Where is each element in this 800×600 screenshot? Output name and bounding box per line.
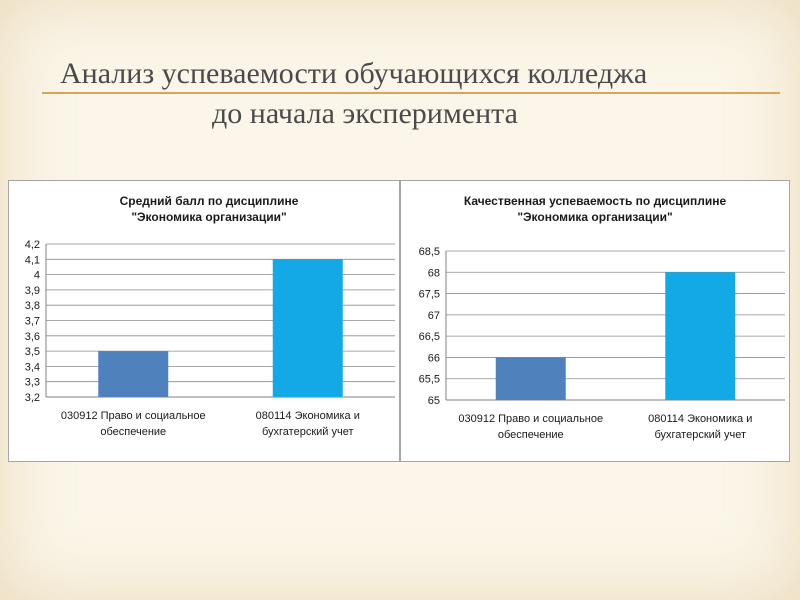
category-label: 030912 Право и социальное xyxy=(458,413,603,425)
bar xyxy=(98,351,169,397)
category-label: бухгатерский учет xyxy=(654,429,746,441)
quality-performance-chart-svg: Качественная успеваемость по дисциплине "… xyxy=(419,194,785,441)
chart-title-line: Средний балл по дисциплине xyxy=(120,194,299,208)
category-label: 080114 Экономика и xyxy=(648,413,752,425)
bar xyxy=(665,272,736,400)
bar xyxy=(495,357,566,400)
y-tick-label: 3,9 xyxy=(25,285,40,297)
y-tick-label: 3,4 xyxy=(25,361,40,373)
category-label: 080114 Экономика и xyxy=(256,410,360,422)
chart-title-line: "Экономика организации" xyxy=(517,210,672,224)
y-tick-label: 68 xyxy=(428,267,440,279)
y-tick-label: 67,5 xyxy=(419,289,440,301)
y-tick-label: 3,3 xyxy=(25,377,40,389)
title-underline xyxy=(42,92,780,94)
category-label: обеспечение xyxy=(498,429,564,441)
chart-title-line: Качественная успеваемость по дисциплине xyxy=(464,194,727,208)
y-tick-label: 3,2 xyxy=(25,392,40,404)
title-line-2: до начала эксперимента xyxy=(212,97,518,130)
y-tick-label: 3,7 xyxy=(25,316,40,328)
category-label: обеспечение xyxy=(100,426,166,438)
category-label: 030912 Право и социальное xyxy=(61,410,206,422)
y-tick-label: 67 xyxy=(428,310,440,322)
y-tick-label: 3,8 xyxy=(25,300,40,312)
average-score-chart-svg: Средний балл по дисциплине "Экономика орг… xyxy=(25,194,395,438)
y-tick-label: 65,5 xyxy=(419,374,440,386)
title-line-1: Анализ успеваемости обучающихся колледжа xyxy=(60,57,648,90)
chart-title-line: "Экономика организации" xyxy=(131,210,286,224)
category-label: бухгатерский учет xyxy=(262,426,354,438)
y-tick-label: 4,1 xyxy=(25,254,40,266)
page-title: Анализ успеваемости обучающихся колледжа… xyxy=(40,54,760,134)
y-tick-label: 65 xyxy=(428,395,440,407)
y-tick-label: 68,5 xyxy=(419,246,440,258)
average-score-chart: Средний балл по дисциплине "Экономика орг… xyxy=(8,180,400,462)
y-tick-label: 4,2 xyxy=(25,239,40,251)
y-tick-label: 66,5 xyxy=(419,331,440,343)
quality-performance-chart: Качественная успеваемость по дисциплине "… xyxy=(400,180,790,462)
y-tick-label: 66 xyxy=(428,352,440,364)
bar xyxy=(272,259,343,397)
y-tick-label: 4 xyxy=(34,270,40,282)
y-tick-label: 3,5 xyxy=(25,346,40,358)
y-tick-label: 3,6 xyxy=(25,331,40,343)
